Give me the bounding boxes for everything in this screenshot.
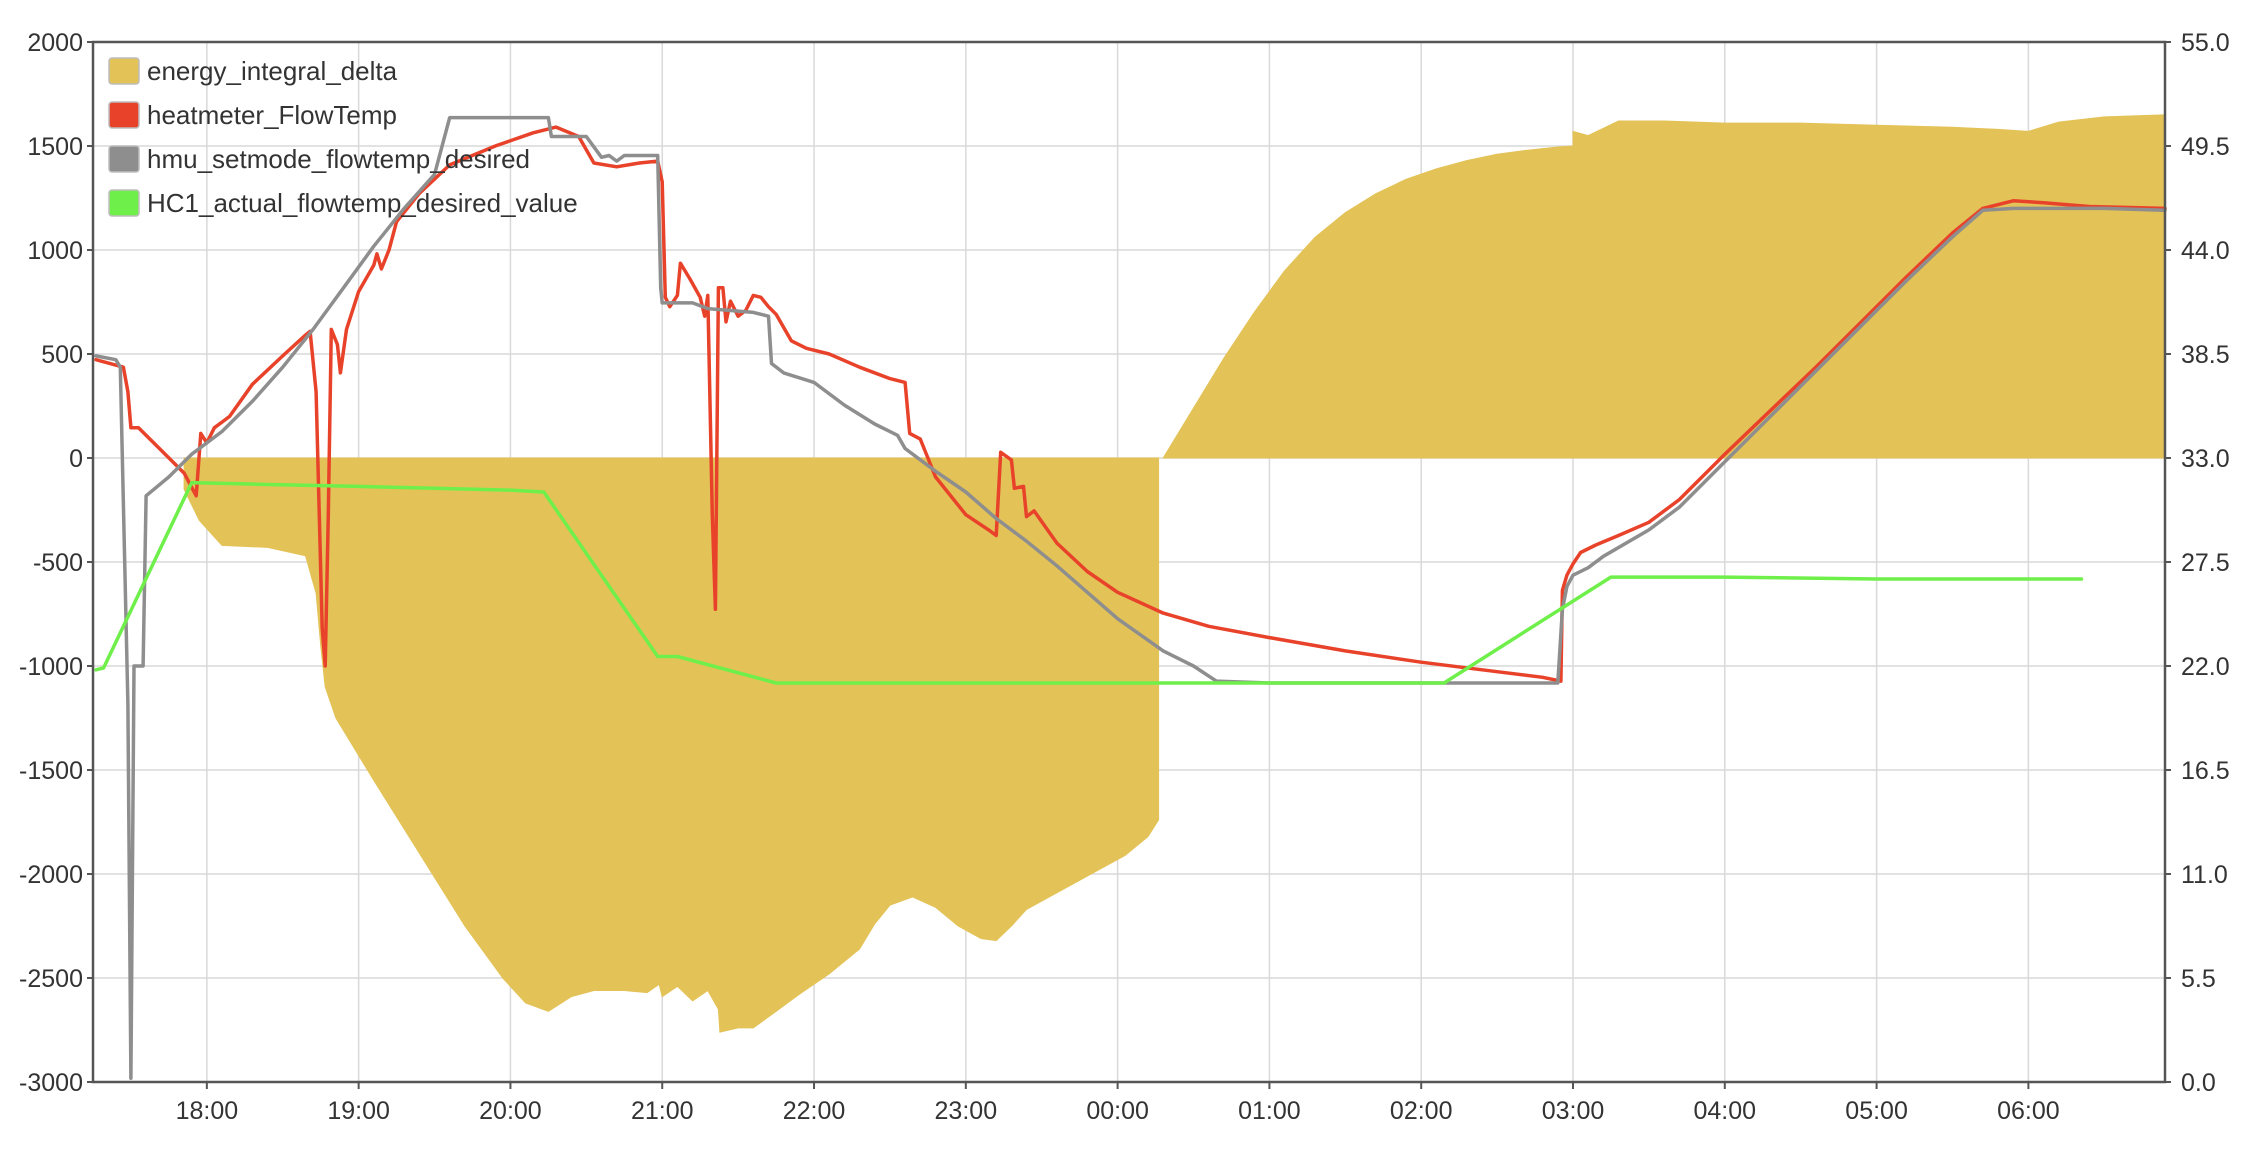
line-HC1_actual_flowtemp_desired_value: [94, 480, 2084, 685]
area-energy_integral_delta-positive: [1162, 114, 2166, 459]
tick-labels: 2000 55.0 1500 49.5 1000 44.0 500 38.5 0 33.0 -500…: [19, 29, 2230, 1125]
line-hmu_setmode_flowtemp_desired: [94, 115, 2167, 1080]
x-tick-label: 20:00: [479, 1097, 542, 1125]
line-layer: [94, 115, 2167, 1080]
y-left-tick-label: -3000: [19, 1069, 83, 1097]
y-left-tick-label: -1000: [19, 653, 83, 681]
y-left-tick-label: 1000: [27, 237, 83, 265]
x-tick-label: 22:00: [783, 1097, 846, 1125]
x-tick-label: 19:00: [327, 1097, 390, 1125]
legend-swatch: [108, 57, 140, 85]
y-left-tick-label: 1500: [27, 133, 83, 161]
legend-label: energy_integral_delta: [147, 56, 398, 86]
y-left-tick-label: -1500: [19, 757, 83, 785]
legend: energy_integral_delta heatmeter_FlowTemph…: [108, 56, 578, 218]
x-tick-label: 23:00: [935, 1097, 998, 1125]
plot-frame: [87, 40, 2171, 1089]
y-right-tick-label: 16.5: [2181, 757, 2230, 785]
x-tick-label: 05:00: [1845, 1097, 1908, 1125]
y-right-tick-label: 49.5: [2181, 133, 2230, 161]
y-right-tick-label: 55.0: [2181, 29, 2230, 57]
y-right-tick-label: 11.0: [2181, 861, 2228, 889]
y-left-tick-label: -2000: [19, 861, 83, 889]
y-right-tick-label: 38.5: [2181, 341, 2230, 369]
legend-swatch: [108, 145, 140, 173]
y-left-tick-label: 0: [69, 445, 83, 473]
x-tick-label: 03:00: [1542, 1097, 1605, 1125]
plot-border: [91, 40, 2167, 1084]
legend-swatch: [108, 189, 140, 217]
y-right-tick-label: 27.5: [2181, 549, 2230, 577]
legend-label: heatmeter_FlowTemp: [147, 100, 397, 130]
y-right-tick-label: 5.5: [2181, 965, 2216, 993]
area-layer: [183, 114, 2166, 1033]
x-tick-label: 06:00: [1997, 1097, 2060, 1125]
legend-label: hmu_setmode_flowtemp_desired: [147, 144, 530, 174]
y-right-tick-label: 22.0: [2181, 653, 2230, 681]
x-tick-label: 21:00: [631, 1097, 694, 1125]
y-left-tick-label: 500: [41, 341, 83, 369]
y-left-tick-label: -500: [33, 549, 83, 577]
y-right-tick-label: 33.0: [2181, 445, 2230, 473]
x-tick-label: 18:00: [176, 1097, 239, 1125]
area-energy_integral_delta-negative: [183, 457, 1160, 1033]
legend-swatch: [108, 101, 140, 129]
x-tick-label: 04:00: [1694, 1097, 1757, 1125]
y-left-tick-label: 2000: [27, 29, 83, 57]
x-tick-label: 01:00: [1238, 1097, 1301, 1125]
x-tick-label: 00:00: [1086, 1097, 1149, 1125]
y-left-tick-label: -2500: [19, 965, 83, 993]
x-tick-label: 02:00: [1390, 1097, 1453, 1125]
legend-label: HC1_actual_flowtemp_desired_value: [147, 188, 578, 218]
y-right-tick-label: 44.0: [2181, 237, 2230, 265]
y-right-tick-label: 0.0: [2181, 1069, 2216, 1097]
